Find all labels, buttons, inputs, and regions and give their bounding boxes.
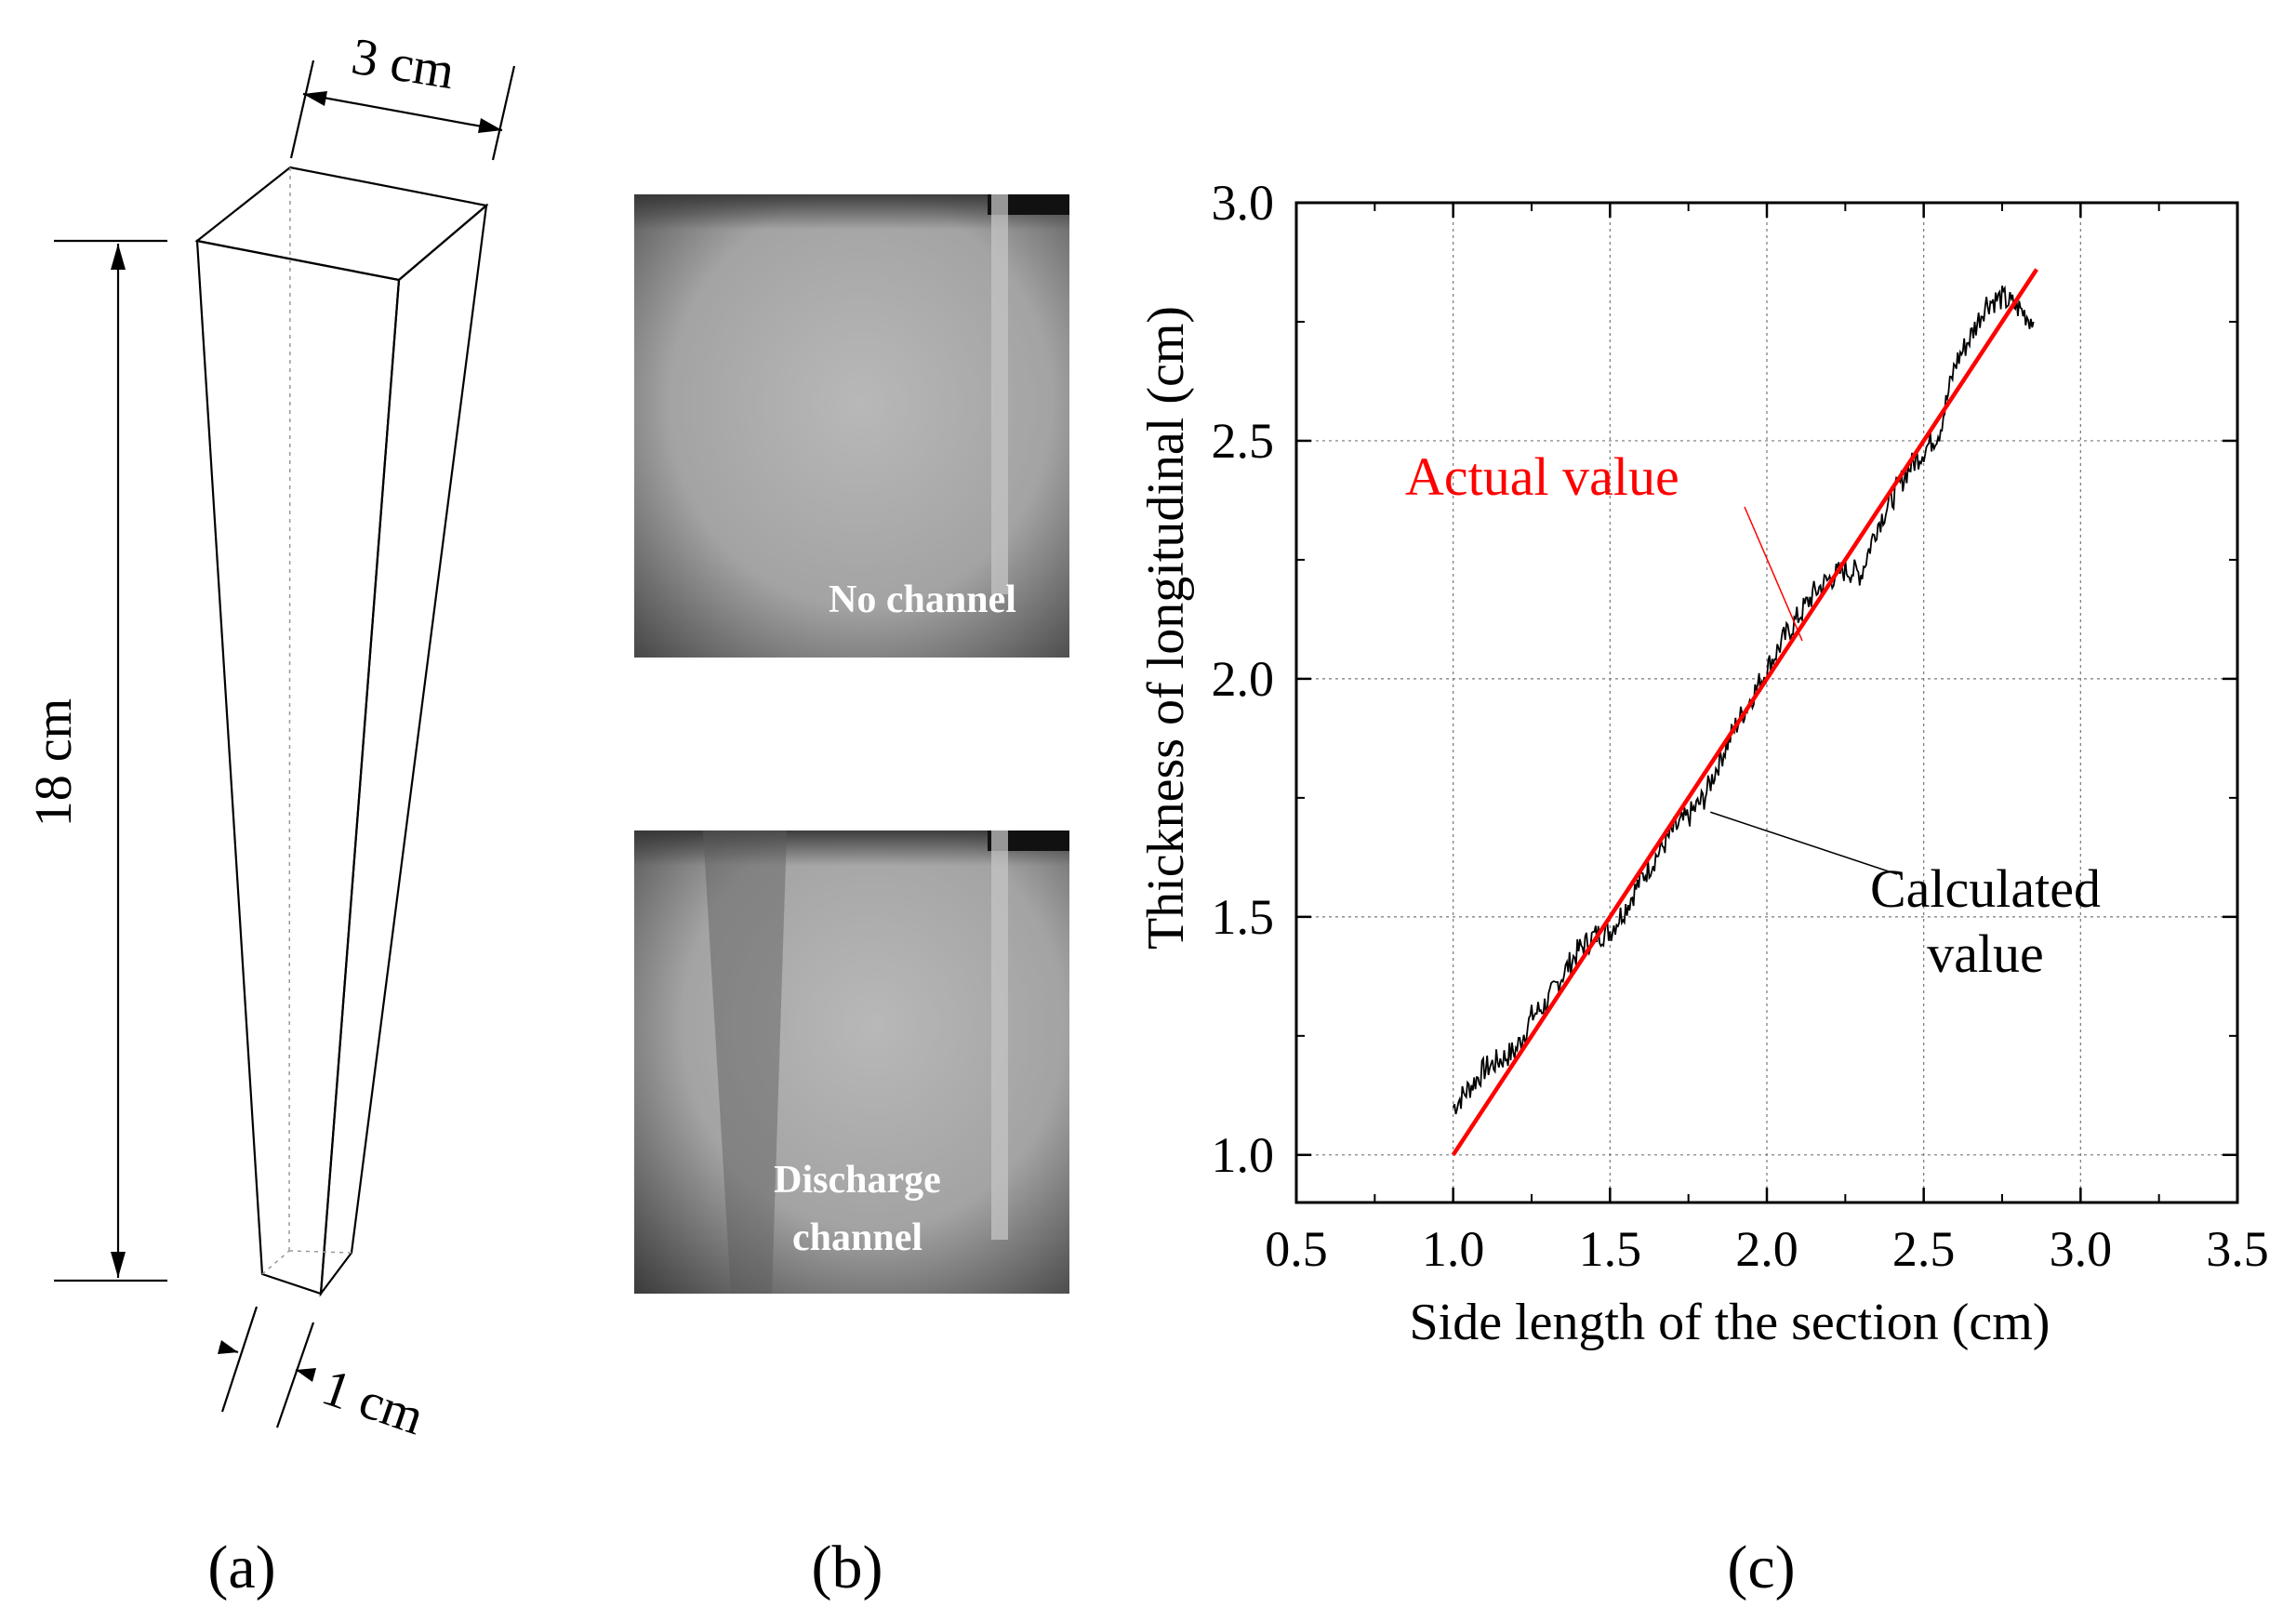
y-axis-label: Thickness of longitudinal (cm): [1137, 306, 1195, 950]
specimen-top-face: [194, 166, 489, 282]
specimen-right-face: [319, 203, 488, 1297]
x-tick-label: 2.0: [1735, 1221, 1798, 1277]
xray-discharge-caption-line1: Discharge: [774, 1159, 941, 1202]
chart-series: [1451, 268, 2038, 1157]
x-tick-label: 2.5: [1892, 1221, 1956, 1277]
y-tick-label: 1.0: [1212, 1127, 1275, 1183]
height-arrow-down: [111, 1252, 126, 1278]
top-width-extension-left: [289, 60, 315, 159]
bottom-width-arrowhead-right: [296, 1368, 316, 1382]
x-tick-label: 1.0: [1422, 1221, 1485, 1277]
panel-label-a: (a): [207, 1534, 276, 1601]
actual-value-line: [1451, 268, 2038, 1157]
specimen-hidden-edge-vertical: [288, 166, 291, 1252]
annotation-calculated-line2: value: [1927, 923, 2044, 984]
x-tick-label: 0.5: [1265, 1221, 1328, 1277]
bottom-width-extension-right: [275, 1322, 315, 1428]
xray-no-channel-caption: No channel: [829, 578, 1016, 621]
annotation-calculated-line1: Calculated: [1870, 858, 2101, 919]
x-axis-label: Side length of the section (cm): [1410, 1294, 2050, 1351]
top-width-dimension-line: [302, 92, 503, 132]
xray-no-channel-image: No channel: [634, 194, 1069, 658]
y-tick-label: 1.5: [1212, 889, 1275, 945]
y-tick-label: 2.5: [1212, 413, 1275, 469]
x-tick-label: 1.5: [1579, 1221, 1642, 1277]
y-tick-label: 2.0: [1212, 651, 1275, 707]
xray-discharge-caption-line2: channel: [791, 1216, 923, 1259]
panel-label-b: (b): [811, 1534, 883, 1601]
dim-width-bottom-label: 1 cm: [315, 1359, 431, 1447]
bottom-width-extension-left: [220, 1306, 259, 1413]
calculated-value-line: [1452, 285, 2035, 1115]
specimen-diagram: 3 cm 18 cm 1 cm: [25, 28, 516, 1447]
chart-grid: [1296, 203, 2237, 1202]
specimen-hidden-edge-bottom-a: [261, 1250, 290, 1275]
y-tick-label: 3.0: [1212, 175, 1275, 231]
bottom-width-arrowhead-left: [218, 1340, 238, 1354]
annotation-actual-leader: [1744, 506, 1803, 642]
panel-label-c: (c): [1727, 1534, 1796, 1601]
height-arrow-up: [111, 244, 126, 270]
chart-tick-labels: 0.5 1.0 1.5 2.0 2.5 3.0 3.5 1.0 1.5 2.0 2.5 3.0: [1212, 175, 2269, 1277]
top-width-arrow-left: [303, 91, 327, 106]
x-tick-label: 3.5: [2206, 1221, 2269, 1277]
xray-discharge-channel-image: Discharge channel: [634, 830, 1069, 1294]
specimen-hidden-edge-bottom-b: [288, 1250, 352, 1254]
specimen-front-face: [195, 239, 401, 1295]
annotation-actual-value: Actual value: [1405, 446, 1679, 507]
discharge-channel-shadow: [703, 830, 787, 1294]
top-width-arrow-right: [478, 118, 502, 133]
x-tick-label: 3.0: [2050, 1221, 2113, 1277]
dim-height-label: 18 cm: [25, 698, 83, 827]
dim-width-top-label: 3 cm: [348, 28, 458, 101]
chart-ticks: [1294, 201, 2239, 1202]
annotation-calculated-leader: [1710, 811, 1898, 875]
thickness-chart: 0.5 1.0 1.5 2.0 2.5 3.0 3.5 1.0 1.5 2.0 2.5 3.0 Act…: [1137, 175, 2269, 1351]
top-width-extension-right: [491, 65, 516, 161]
